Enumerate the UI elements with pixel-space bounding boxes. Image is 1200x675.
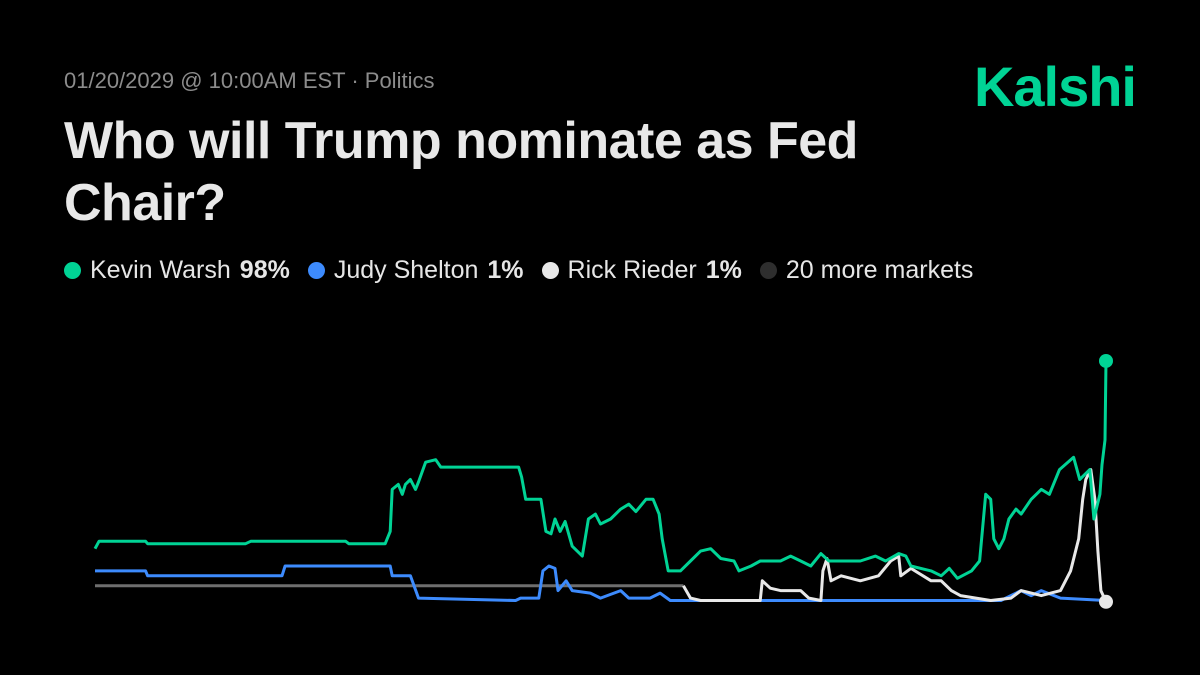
kalshi-logo: Kalshi: [973, 55, 1137, 118]
legend-label: Judy Shelton: [333, 256, 479, 284]
page-title: Who will Trump nominate as Fed Chair?: [64, 112, 858, 232]
legend-value: 1%: [487, 256, 524, 284]
legend-label: Kevin Warsh: [90, 256, 231, 284]
legend-value: 98%: [239, 256, 290, 284]
legend-item-more-markets: 20 more markets: [759, 256, 974, 285]
legend-item-judy-shelton: Judy Shelton 1%: [307, 256, 524, 285]
series-end-marker-kevin-warsh: [1099, 353, 1113, 368]
legend-item-rick-rieder: Rick Rieder 1%: [541, 256, 742, 285]
series-line-kevin-warsh: [93, 360, 1108, 580]
legend-label: Rick Rieder: [567, 256, 697, 284]
series-line-judy-shelton: [95, 564, 1107, 602]
legend-item-kevin-warsh: Kevin Warsh 98%: [64, 256, 290, 285]
legend-label: 20 more markets: [785, 256, 974, 284]
legend-dot-icon: [759, 262, 777, 279]
legend-dot-icon: [64, 262, 81, 279]
legend-dot-icon: [307, 262, 325, 279]
series-line-rick-rieder: [682, 468, 1108, 603]
chart-legend: Kevin Warsh 98% Judy Shelton 1% Rick Rie…: [64, 256, 973, 285]
legend-value: 1%: [705, 256, 742, 284]
series-end-marker-rick-rieder: [1099, 594, 1113, 609]
market-meta: 01/20/2029 @ 10:00AM EST · Politics: [64, 68, 435, 93]
legend-dot-icon: [541, 262, 559, 279]
